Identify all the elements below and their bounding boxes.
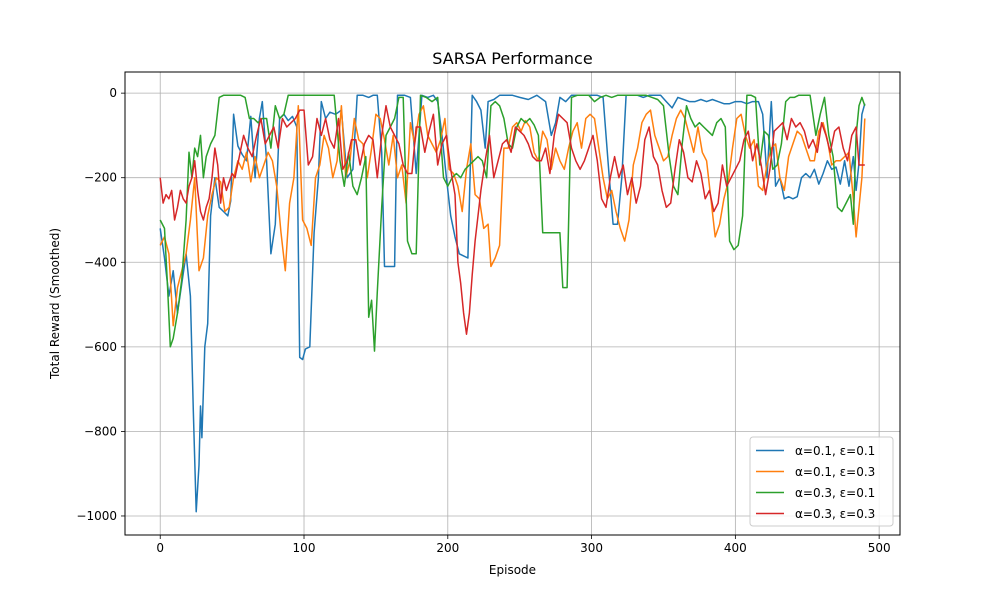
x-tick-label: 400 [724,541,747,555]
y-axis-label: Total Reward (Smoothed) [48,228,62,380]
series-line-2 [159,105,866,327]
y-tick-label: −200 [84,171,117,185]
legend-box [749,436,894,527]
legend-label-4: α=0.3, ε=0.3 [795,507,875,521]
x-axis-ticks: 0 100 200 300 400 500 [156,535,891,555]
series-lines [159,94,866,513]
y-tick-label: −800 [84,424,117,438]
x-tick-label: 100 [293,541,316,555]
x-axis-label: Episode [489,563,536,577]
series-line-1 [159,94,866,513]
y-tick-label: −600 [84,340,117,354]
legend-label-2: α=0.1, ε=0.3 [795,465,875,479]
legend: α=0.1, ε=0.1 α=0.1, ε=0.3 α=0.3, ε=0.1 α=0.… [749,436,894,527]
x-tick-label: 300 [580,541,603,555]
y-axis-ticks: −1000 −800 −600 −400 −200 0 [76,86,125,523]
legend-label-1: α=0.1, ε=0.1 [795,444,875,458]
y-tick-label: −1000 [76,509,117,523]
plot-area-frame [124,71,901,536]
series-line-3 [159,94,866,352]
x-tick-label: 200 [436,541,459,555]
series-line-4 [159,105,865,335]
legend-label-3: α=0.3, ε=0.1 [795,486,875,500]
x-tick-label: 500 [868,541,891,555]
chart-title: SARSA Performance [432,49,592,68]
y-tick-label: 0 [109,86,117,100]
y-tick-label: −400 [84,255,117,269]
x-tick-label: 0 [156,541,164,555]
